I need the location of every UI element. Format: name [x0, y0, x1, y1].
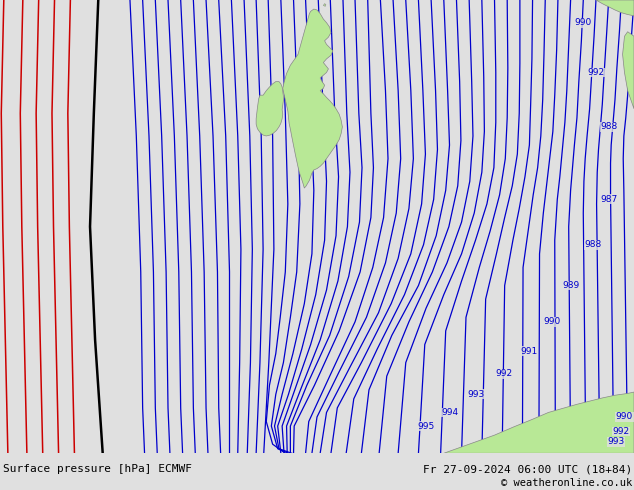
- Text: 993: 993: [467, 390, 484, 399]
- Text: Fr 27-09-2024 06:00 UTC (18+84): Fr 27-09-2024 06:00 UTC (18+84): [424, 465, 633, 474]
- Text: 995: 995: [417, 421, 435, 431]
- Text: 990: 990: [543, 318, 560, 326]
- Polygon shape: [256, 82, 283, 136]
- Text: 990: 990: [574, 18, 592, 27]
- Polygon shape: [596, 0, 634, 16]
- Text: 994: 994: [441, 408, 459, 417]
- Polygon shape: [283, 9, 342, 188]
- Text: 992: 992: [612, 427, 630, 436]
- Text: Surface pressure [hPa] ECMWF: Surface pressure [hPa] ECMWF: [3, 465, 192, 474]
- Text: 992: 992: [587, 68, 605, 77]
- Text: 988: 988: [584, 240, 602, 249]
- Polygon shape: [623, 32, 634, 109]
- Polygon shape: [444, 392, 634, 453]
- Text: 987: 987: [600, 195, 618, 204]
- Text: © weatheronline.co.uk: © weatheronline.co.uk: [501, 478, 633, 488]
- Polygon shape: [323, 3, 326, 6]
- Text: 989: 989: [562, 281, 579, 290]
- Text: 988: 988: [600, 122, 618, 131]
- Text: 991: 991: [521, 347, 538, 356]
- Text: 990: 990: [616, 413, 633, 421]
- Text: 993: 993: [607, 438, 625, 446]
- Text: 992: 992: [495, 369, 513, 378]
